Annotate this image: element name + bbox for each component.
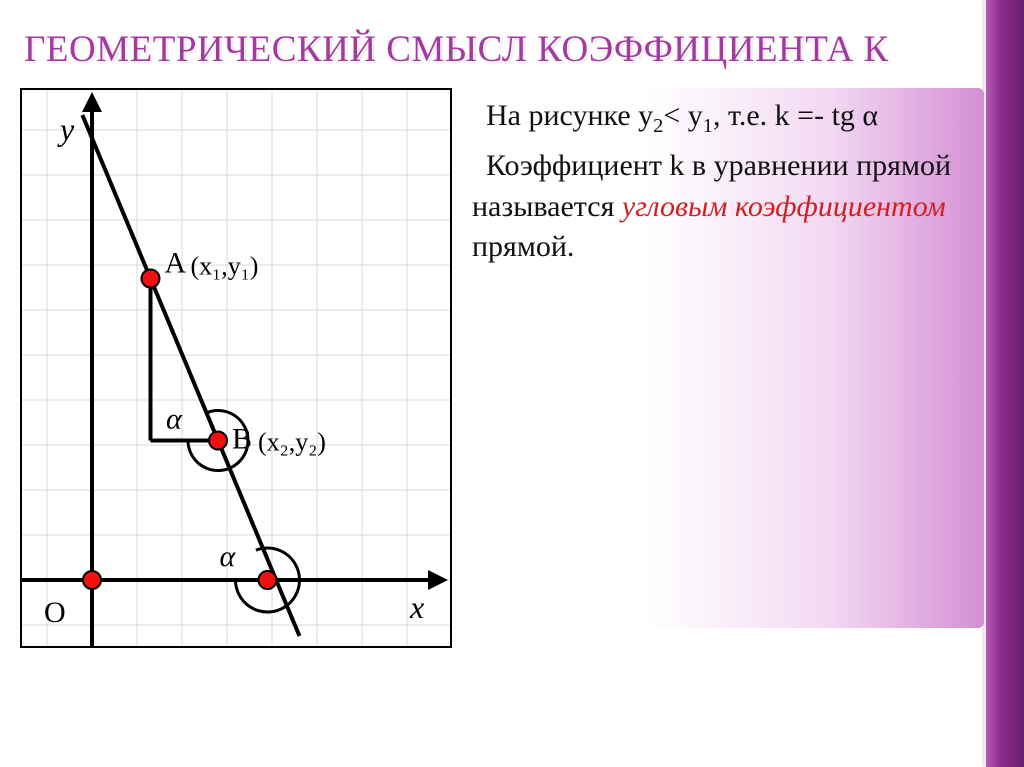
svg-text:A: A [165,246,187,279]
main-area: ГЕОМЕТРИЧЕСКИЙ СМЫСЛ КОЭФФИЦИЕНТА К y x O A… [0,0,984,767]
content-row: y x O A(x₁,y₁) B(x₂,y₂) α α На рисунке y2< y1,… [20,88,984,648]
svg-text:y: y [57,111,75,147]
p1-a: На рисунке y [486,99,653,132]
paragraph-1: На рисунке y2< y1, т.е. k =- tg α [468,96,976,141]
slide-title: ГЕОМЕТРИЧЕСКИЙ СМЫСЛ КОЭФФИЦИЕНТА К [20,28,984,72]
paragraph-2: Коэффициент k в уравнении прямой называе… [468,146,976,268]
coordinate-diagram: y x O A(x₁,y₁) B(x₂,y₂) α α [22,90,450,646]
p1-sub2: 1 [703,115,713,137]
svg-text:α: α [220,540,237,573]
p1-sub1: 2 [653,115,663,137]
p2-em: угловым коэффициентом [622,190,946,223]
p1-b: < y [663,99,702,132]
svg-text:(x₁,y₁): (x₁,y₁) [191,251,259,280]
svg-text:x: x [409,589,424,625]
diagram-container: y x O A(x₁,y₁) B(x₂,y₂) α α [20,88,452,648]
p1-c: , т.е. k =- tg α [713,99,878,132]
svg-text:B: B [232,422,252,455]
svg-text:(x₂,y₂): (x₂,y₂) [258,427,326,456]
svg-text:α: α [166,402,183,435]
svg-text:O: O [44,596,66,629]
text-column: На рисунке y2< y1, т.е. k =- tg α Коэффи… [464,88,984,628]
slide: ГЕОМЕТРИЧЕСКИЙ СМЫСЛ КОЭФФИЦИЕНТА К y x O A… [0,0,1024,767]
p2-b: прямой. [472,230,574,263]
decorative-sidebar [984,0,1024,767]
